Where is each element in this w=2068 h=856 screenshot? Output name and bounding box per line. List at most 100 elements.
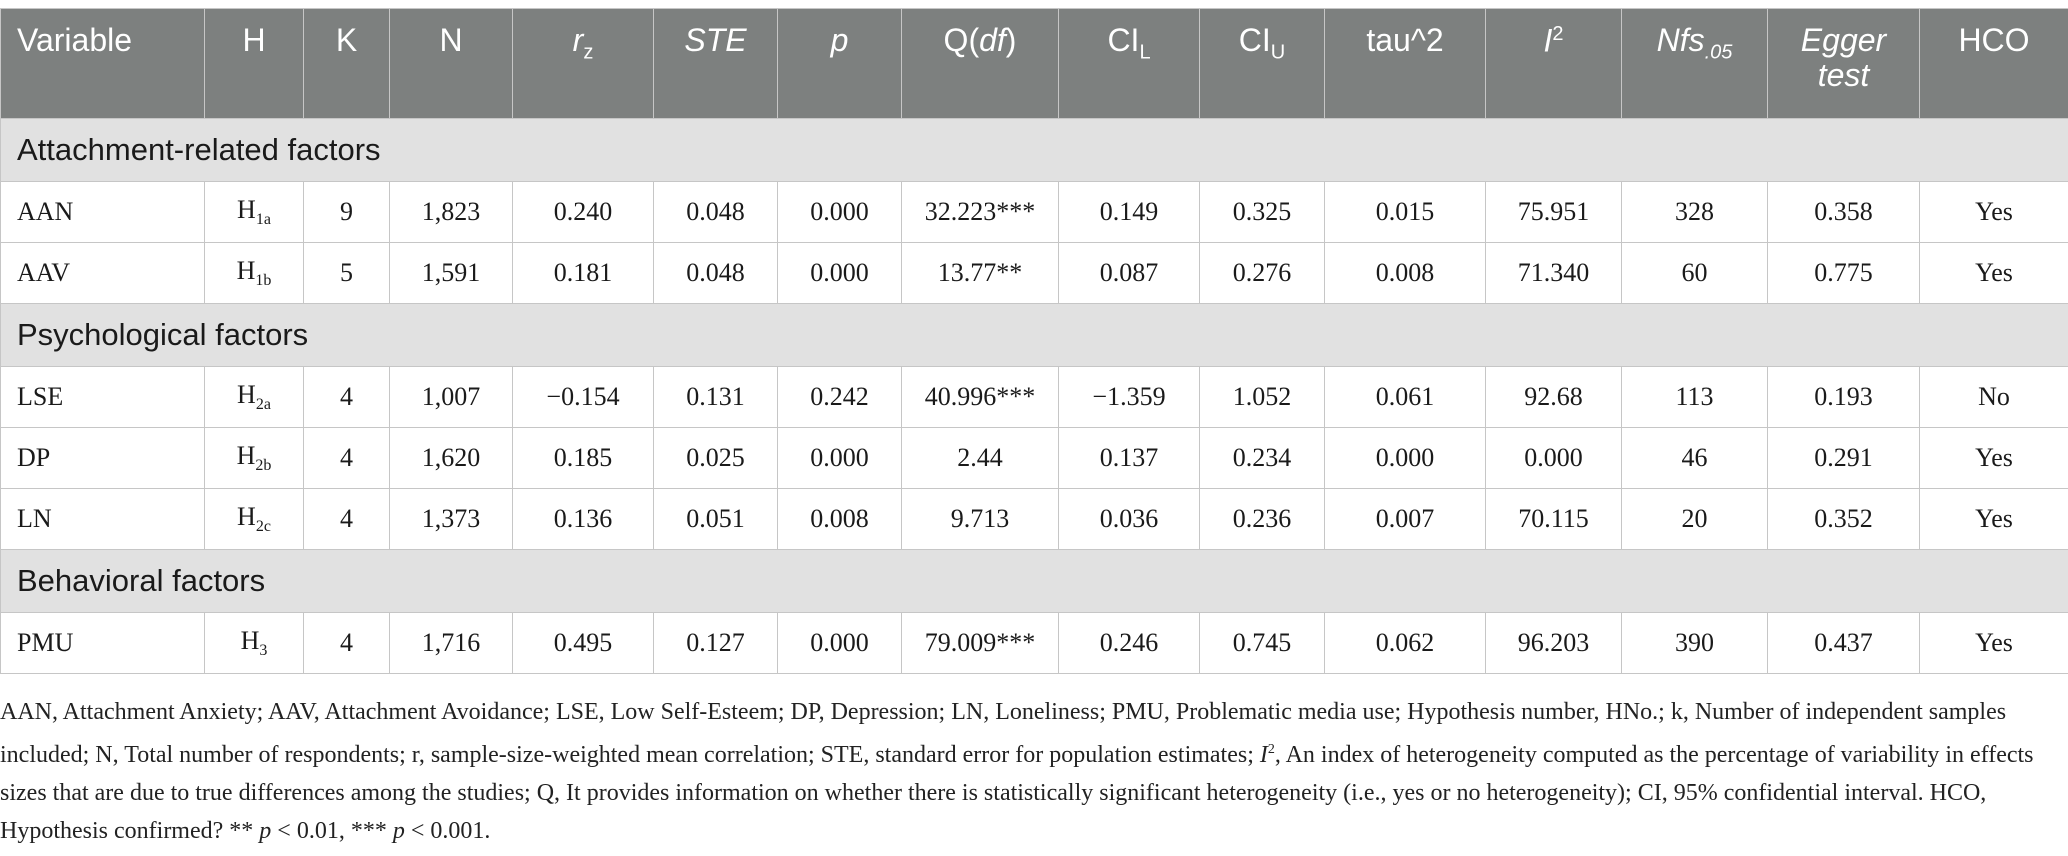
cell-rz: −0.154 [512, 366, 654, 428]
cell-rz: 0.495 [512, 612, 654, 674]
cell-n: 1,716 [389, 612, 513, 674]
cell-variable: LN [0, 488, 205, 550]
cell-nfs: 20 [1621, 488, 1768, 550]
cell-tau: 0.061 [1324, 366, 1486, 428]
cell-ciu: 0.745 [1199, 612, 1325, 674]
cell-i2: 75.951 [1485, 181, 1622, 243]
col-header-ciu: CIU [1199, 8, 1325, 119]
col-header-i2: I2 [1485, 8, 1622, 119]
cell-k: 4 [303, 427, 390, 489]
cell-variable: AAN [0, 181, 205, 243]
cell-ste: 0.048 [653, 242, 778, 304]
cell-h: H2a [204, 366, 304, 428]
cell-egger: 0.437 [1767, 612, 1920, 674]
cell-egger: 0.193 [1767, 366, 1920, 428]
col-header-cil: CIL [1058, 8, 1200, 119]
cell-i2: 71.340 [1485, 242, 1622, 304]
section-row: Psychological factors [0, 303, 2068, 367]
cell-egger: 0.358 [1767, 181, 1920, 243]
cell-q: 79.009*** [901, 612, 1059, 674]
cell-hco: Yes [1919, 181, 2068, 243]
section-row: Behavioral factors [0, 549, 2068, 613]
section-row: Attachment-related factors [0, 118, 2068, 182]
cell-tau: 0.008 [1324, 242, 1486, 304]
cell-q: 2.44 [901, 427, 1059, 489]
cell-rz: 0.185 [512, 427, 654, 489]
cell-p: 0.000 [777, 181, 902, 243]
cell-p: 0.000 [777, 427, 902, 489]
results-table: Variable H K N rz STE p Q(df) CIL CIU ta… [0, 8, 2068, 674]
cell-nfs: 390 [1621, 612, 1768, 674]
col-header-egger: Egger test [1767, 8, 1920, 119]
cell-nfs: 113 [1621, 366, 1768, 428]
col-header-tau: tau^2 [1324, 8, 1486, 119]
col-header-ste: STE [653, 8, 778, 119]
cell-i2: 96.203 [1485, 612, 1622, 674]
cell-hco: Yes [1919, 427, 2068, 489]
cell-i2: 70.115 [1485, 488, 1622, 550]
col-header-p: p [777, 8, 902, 119]
cell-q: 9.713 [901, 488, 1059, 550]
cell-hco: No [1919, 366, 2068, 428]
col-header-variable: Variable [0, 8, 205, 119]
table-row: AAN H1a 9 1,823 0.240 0.048 0.000 32.223*** 0.14… [0, 181, 2068, 243]
cell-ciu: 0.234 [1199, 427, 1325, 489]
cell-cil: 0.036 [1058, 488, 1200, 550]
cell-tau: 0.062 [1324, 612, 1486, 674]
cell-cil: 0.087 [1058, 242, 1200, 304]
cell-q: 13.77** [901, 242, 1059, 304]
cell-variable: AAV [0, 242, 205, 304]
cell-ciu: 0.325 [1199, 181, 1325, 243]
table-row: PMU H3 4 1,716 0.495 0.127 0.000 79.009*** 0.246… [0, 612, 2068, 674]
cell-egger: 0.352 [1767, 488, 1920, 550]
cell-egger: 0.775 [1767, 242, 1920, 304]
cell-i2: 0.000 [1485, 427, 1622, 489]
cell-tau: 0.015 [1324, 181, 1486, 243]
col-header-n: N [389, 8, 513, 119]
cell-k: 5 [303, 242, 390, 304]
cell-ciu: 0.276 [1199, 242, 1325, 304]
cell-cil: 0.149 [1058, 181, 1200, 243]
cell-hco: Yes [1919, 612, 2068, 674]
cell-ste: 0.131 [653, 366, 778, 428]
col-header-q: Q(df) [901, 8, 1059, 119]
cell-n: 1,007 [389, 366, 513, 428]
cell-ciu: 0.236 [1199, 488, 1325, 550]
cell-tau: 0.007 [1324, 488, 1486, 550]
cell-cil: −1.359 [1058, 366, 1200, 428]
cell-variable: DP [0, 427, 205, 489]
cell-variable: LSE [0, 366, 205, 428]
cell-n: 1,373 [389, 488, 513, 550]
cell-rz: 0.181 [512, 242, 654, 304]
table-row: LN H2c 4 1,373 0.136 0.051 0.008 9.713 0.036 0.23… [0, 488, 2068, 550]
table-row: AAV H1b 5 1,591 0.181 0.048 0.000 13.77** 0.087 0… [0, 242, 2068, 304]
header-row: Variable H K N rz STE p Q(df) CIL CIU ta… [0, 8, 2068, 119]
cell-ciu: 1.052 [1199, 366, 1325, 428]
cell-rz: 0.136 [512, 488, 654, 550]
cell-i2: 92.68 [1485, 366, 1622, 428]
cell-ste: 0.127 [653, 612, 778, 674]
cell-h: H2b [204, 427, 304, 489]
cell-nfs: 46 [1621, 427, 1768, 489]
table-row: LSE H2a 4 1,007 −0.154 0.131 0.242 40.996*** −1.… [0, 366, 2068, 428]
section-title: Psychological factors [0, 303, 2068, 367]
col-header-h: H [204, 8, 304, 119]
cell-egger: 0.291 [1767, 427, 1920, 489]
cell-ste: 0.048 [653, 181, 778, 243]
cell-rz: 0.240 [512, 181, 654, 243]
cell-h: H2c [204, 488, 304, 550]
col-header-hco: HCO [1919, 8, 2068, 119]
cell-ste: 0.025 [653, 427, 778, 489]
cell-h: H1a [204, 181, 304, 243]
section-title: Behavioral factors [0, 549, 2068, 613]
section-title: Attachment-related factors [0, 118, 2068, 182]
cell-variable: PMU [0, 612, 205, 674]
table-footnote: AAN, Attachment Anxiety; AAV, Attachment… [0, 699, 2034, 844]
cell-n: 1,620 [389, 427, 513, 489]
cell-h: H3 [204, 612, 304, 674]
cell-h: H1b [204, 242, 304, 304]
cell-cil: 0.246 [1058, 612, 1200, 674]
cell-k: 4 [303, 366, 390, 428]
table-row: DP H2b 4 1,620 0.185 0.025 0.000 2.44 0.137 0.234… [0, 427, 2068, 489]
cell-k: 9 [303, 181, 390, 243]
